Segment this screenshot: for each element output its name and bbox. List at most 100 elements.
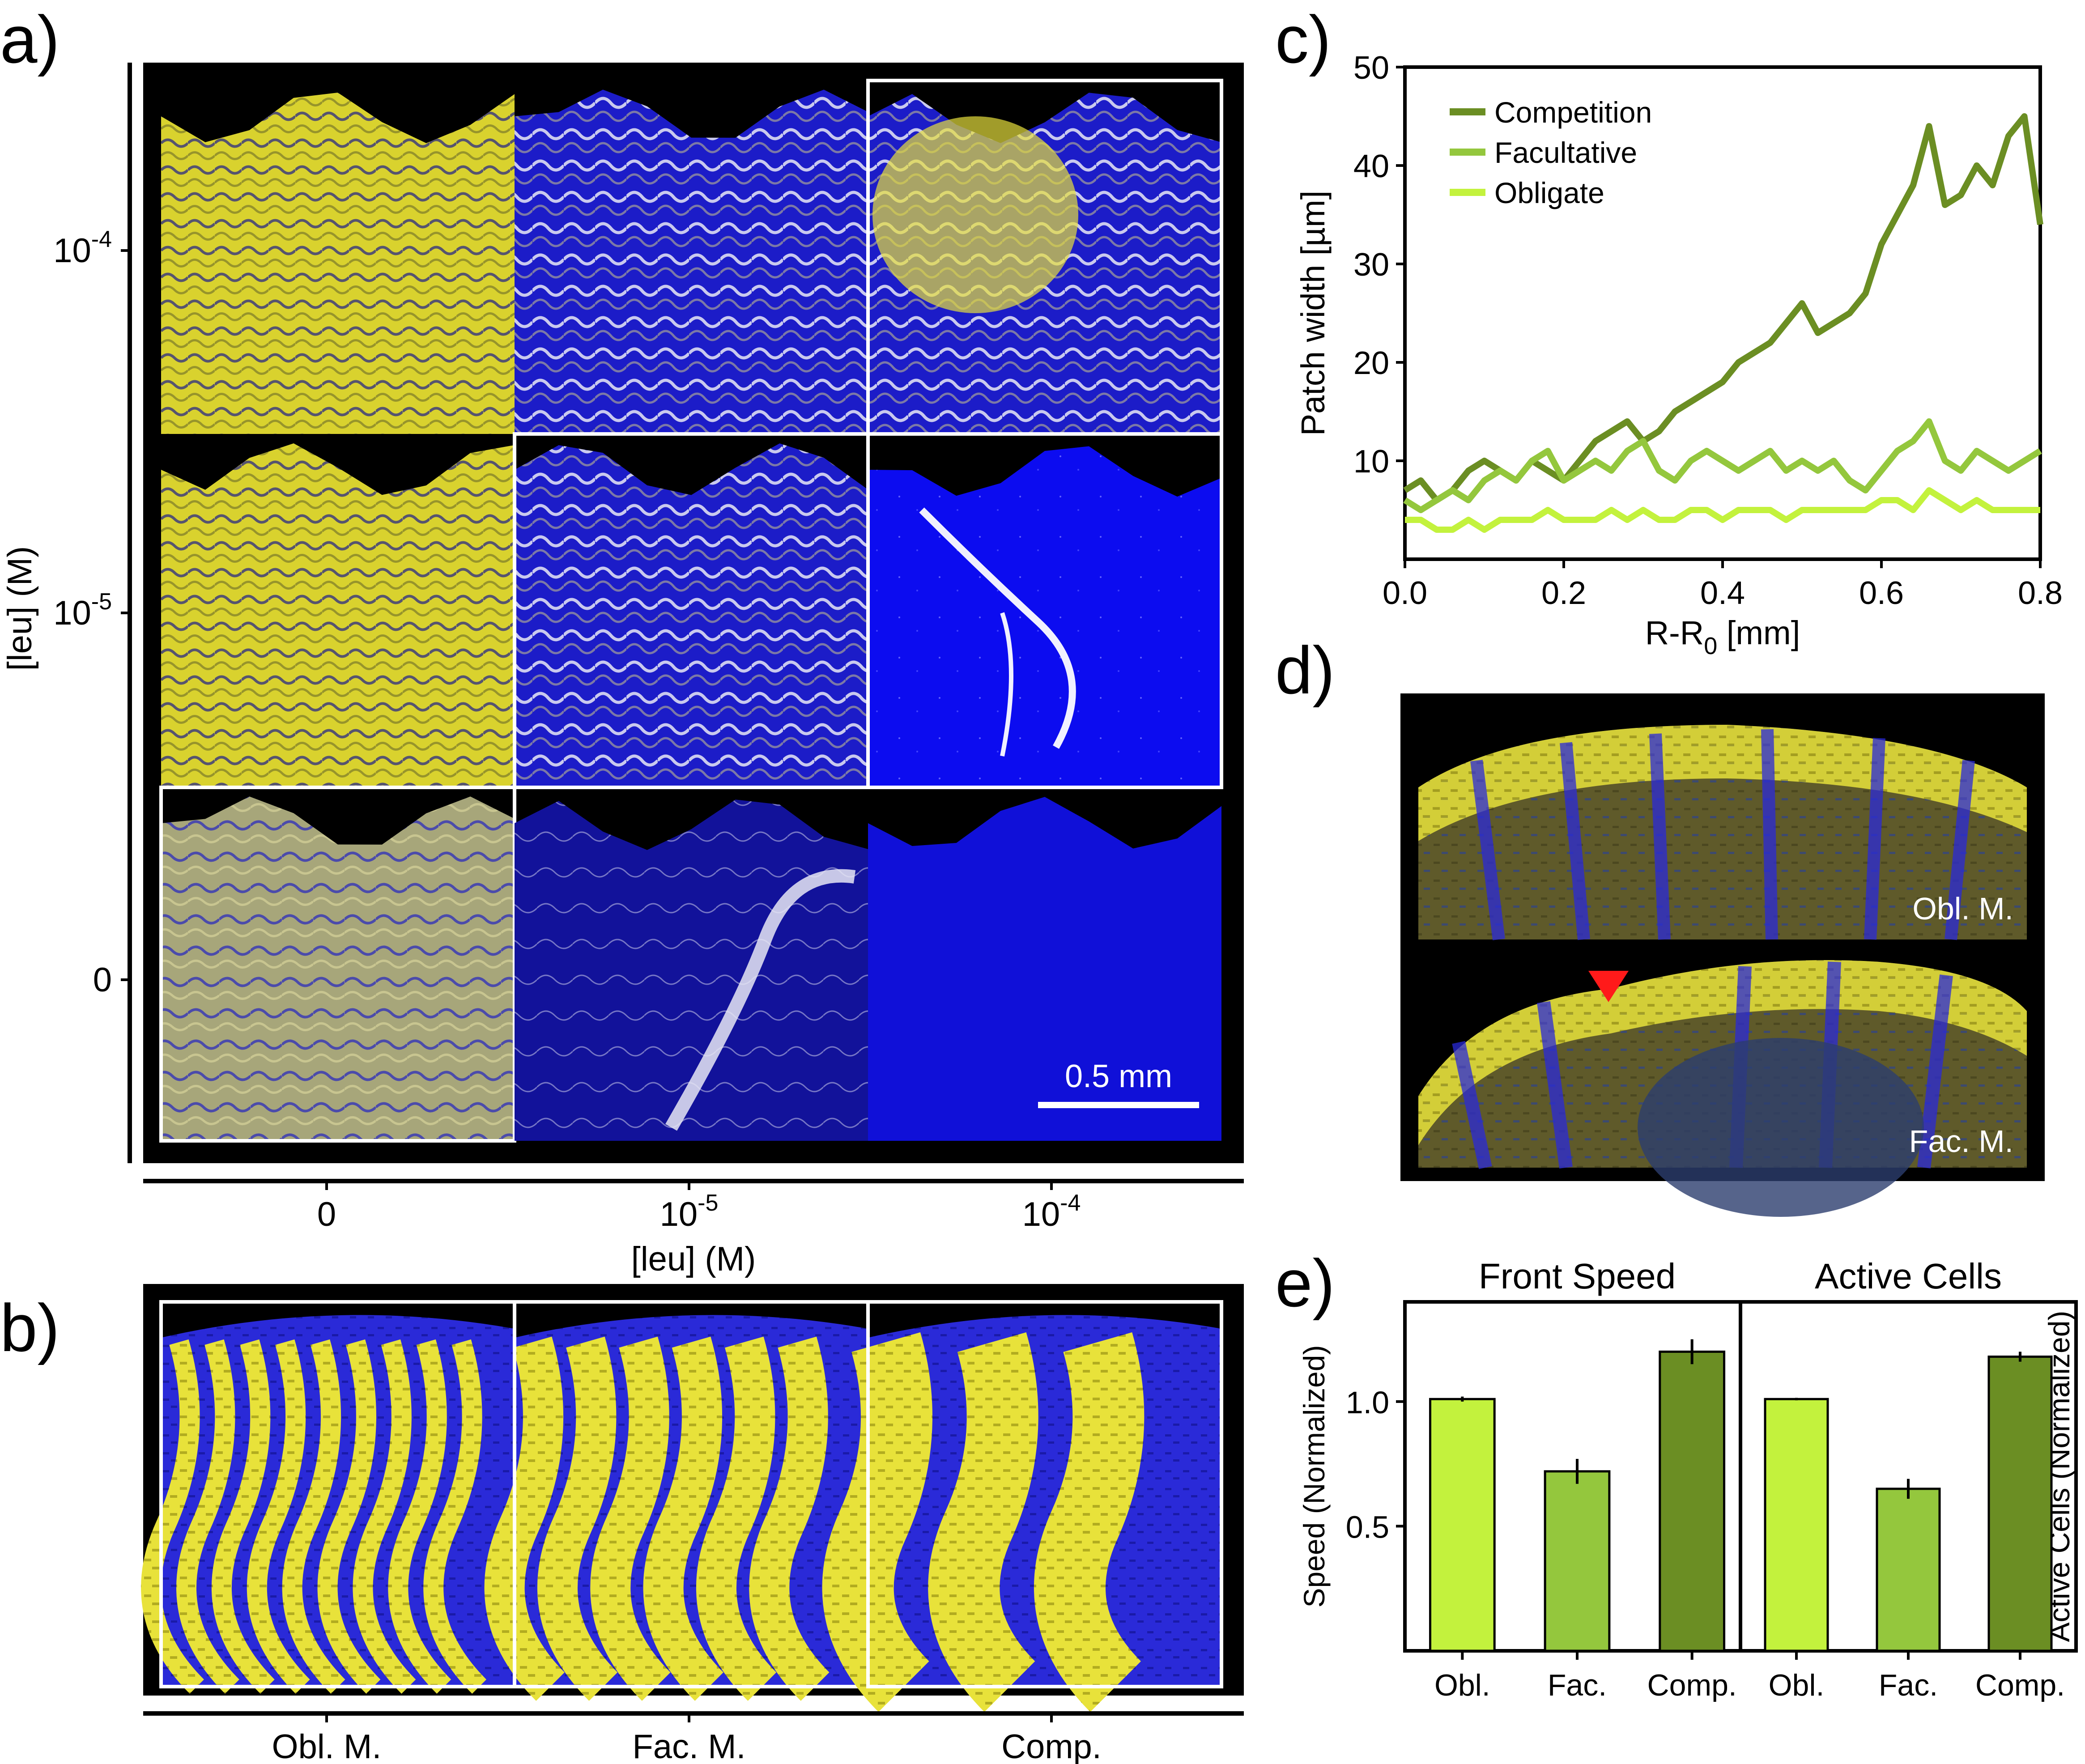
highlight-frame: [866, 432, 1223, 789]
panel-b-x-labels: Obl. M. Fac. M. Comp.: [272, 1713, 1102, 1764]
y-tick-label: 40: [1353, 149, 1389, 184]
colony-image: [868, 797, 1221, 1141]
bar-obl: [1429, 1398, 1496, 1652]
panel-label-e: e): [1275, 1245, 1335, 1321]
red-arrow-marker: [1588, 971, 1629, 1002]
panel-b-sim-1: [484, 1300, 870, 1701]
panel-c-line-chart: 10 20 30 40 50 0.0 0.2 0.4 0.6 0.8 R-R0 [mm] Patch …: [1294, 50, 2063, 659]
panel-a-y-ticks: 10-4 10-5 0: [53, 226, 130, 999]
panel-label-d: d): [1275, 633, 1335, 708]
x-tick-label: Obl.: [1434, 1668, 1490, 1702]
panel-label-b: b): [0, 1290, 60, 1365]
colony-image: [161, 443, 515, 787]
panel-d-top-sim: Obl. M.: [1418, 725, 2027, 940]
x-tick-label: 0.2: [1541, 575, 1586, 611]
colony-image: [868, 446, 1221, 787]
panel-a-x-tick-label: 10-5: [660, 1190, 719, 1233]
panel-a-cell-r0-c1: [515, 89, 868, 434]
white-sector: [665, 869, 856, 1131]
x-tick-label: 0.8: [2018, 575, 2063, 611]
chart-title: Front Speed: [1479, 1256, 1676, 1296]
y-axis-title: Patch width [µm]: [1294, 191, 1332, 436]
x-tick-label: 0.6: [1859, 575, 1904, 611]
y-tick-label: 50: [1353, 50, 1389, 86]
x-tick-label: Fac.: [1548, 1668, 1607, 1702]
x-tick-label: 0.0: [1383, 575, 1427, 611]
colony-image: [161, 92, 515, 434]
y-tick-label: 0.5: [1346, 1509, 1389, 1544]
panel-b-x-label: Fac. M.: [632, 1728, 745, 1764]
panel-a: [leu] (M) 10-410-50 0 10-5 10-4 [leu] (M) …: [1, 63, 1244, 1278]
colony-image: [161, 796, 515, 1141]
panel-a-x-title: [leu] (M): [631, 1240, 756, 1278]
panel-d: Obl. M. Fac. M.: [1400, 693, 2045, 1217]
panel-a-cell-r0-c0: [161, 92, 515, 434]
x-tick-label: Fac.: [1879, 1668, 1938, 1702]
bar-comp: [1659, 1350, 1726, 1652]
bar-fac: [1876, 1488, 1941, 1652]
panel-e-front-speed-chart: Front Speed 0.5 1.0 Speed (Normalized) Obl. F…: [1298, 1256, 1751, 1702]
panel-b-x-label: Obl. M.: [272, 1728, 382, 1764]
yellow-lineage: [822, 1332, 932, 1712]
colony-image: [515, 89, 868, 434]
yellow-lineage: [928, 1332, 1038, 1712]
yellow-lineage: [176, 1339, 239, 1694]
panel-a-cell-r1-c2: [866, 432, 1223, 789]
white-streak: [1000, 612, 1013, 757]
y-tick-label: 20: [1353, 345, 1389, 381]
yellow-lineage: [388, 1339, 451, 1694]
panel-b-sim-2: [822, 1300, 1223, 1712]
panel-b-x-label: Comp.: [1001, 1728, 1102, 1764]
panel-b: Obl. M. Fac. M. Comp.: [141, 1284, 1244, 1764]
scale-bar-label: 0.5 mm: [1065, 1058, 1172, 1094]
panel-a-image-grid: [159, 79, 1223, 1143]
panel-label-c: c): [1275, 2, 1331, 77]
panel-a-y-tick-label: 0: [93, 961, 112, 999]
yellow-lineage: [353, 1339, 416, 1694]
yellow-lineage: [211, 1339, 275, 1694]
panel-a-x-tick-label: 0: [317, 1195, 336, 1233]
yellow-lineage: [247, 1339, 310, 1694]
panel-a-cell-r2-c1: [515, 799, 868, 1141]
x-axis-title: R-R0 [mm]: [1645, 614, 1800, 659]
yellow-lineage: [643, 1336, 724, 1701]
panel-a-cell-r2-c2: [868, 797, 1221, 1141]
panel-a-cell-r1-c0: [161, 443, 515, 787]
panel-d-bottom-sim: Fac. M.: [1418, 960, 2027, 1217]
x-tick-label: Obl.: [1769, 1668, 1825, 1702]
y-tick-label: 30: [1353, 247, 1389, 283]
yellow-lineage: [1034, 1332, 1145, 1712]
legend-label-obligate: Obligate: [1494, 176, 1604, 209]
yellow-lineage: [282, 1339, 345, 1694]
panel-b-sim-0: [141, 1300, 516, 1694]
colony-image: [515, 443, 868, 787]
yellow-lineage: [590, 1336, 671, 1701]
x-tick-label: 0.4: [1700, 575, 1745, 611]
colony-image: [515, 799, 868, 1141]
y-axis-title: Speed (Normalized): [1298, 1345, 1331, 1608]
y-tick-label: 1.0: [1346, 1385, 1389, 1420]
series-line-obligate: [1405, 487, 2040, 533]
panel-b-sim-grid: [141, 1300, 1223, 1712]
yellow-lineage: [317, 1339, 381, 1694]
panel-a-y-tick-label: 10-5: [53, 589, 112, 632]
panel-d-bottom-label: Fac. M.: [1909, 1124, 2013, 1159]
panel-a-x-tick-label: 10-4: [1022, 1190, 1081, 1233]
white-streak: [919, 507, 1076, 749]
legend-label-facultative: Facultative: [1494, 136, 1637, 169]
x-tick-label: Comp.: [1975, 1668, 2065, 1702]
sim-frame: [866, 1300, 1223, 1688]
panel-a-y-tick-label: 10-4: [53, 226, 112, 270]
yellow-lineage: [423, 1339, 487, 1694]
yellow-lineage: [537, 1336, 618, 1701]
x-tick-label: Comp.: [1647, 1668, 1737, 1702]
y-tick-label: 10: [1353, 444, 1389, 480]
yellow-sector: [872, 116, 1078, 313]
panel-a-y-title: [leu] (M): [1, 546, 39, 671]
bar-fac: [1544, 1470, 1611, 1652]
yellow-lineage: [749, 1336, 830, 1701]
bar-obl: [1764, 1398, 1829, 1652]
panel-a-cell-r0-c2: [866, 79, 1223, 436]
